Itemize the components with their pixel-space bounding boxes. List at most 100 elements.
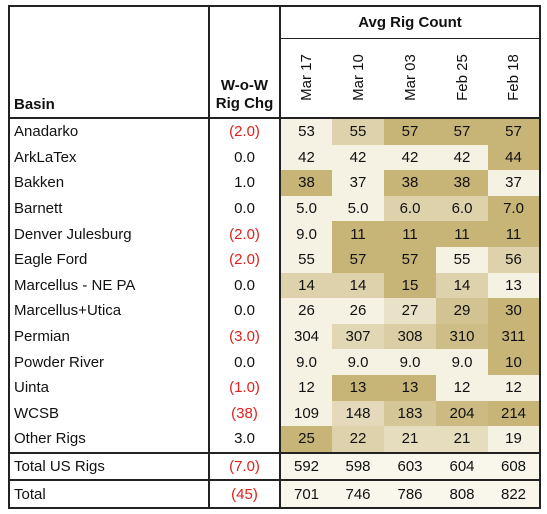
rig-change-value: (1.0) [209,374,281,401]
rig-count-cell: 27 [384,298,436,324]
rig-count-cell: 598 [332,451,384,481]
rig-count-cell: 9.0 [280,349,332,375]
change-header-line1: W-o-W [220,77,269,94]
rig-change-value: 0.0 [209,195,281,222]
rig-change-value: (38) [209,400,281,427]
rig-count-cell: 11 [384,221,436,247]
rig-count-cell: 26 [332,298,384,324]
table-row: Other Rigs 3.0 25 22 21 21 19 [8,426,541,453]
table-row: Powder River 0.0 9.0 9.0 9.0 9.0 10 [8,349,541,375]
rig-count-cell: 592 [280,451,332,481]
basin-header: Basin [8,5,210,118]
rig-count-cell: 56 [488,246,541,273]
rig-change-value: 0.0 [209,144,281,171]
rig-count-cell: 42 [280,144,332,171]
table-row: ArkLaTex 0.0 42 42 42 42 44 [8,144,541,171]
rig-count-cell: 11 [332,221,384,247]
rig-count-cell: 608 [488,451,541,481]
rig-count-cell: 38 [280,170,332,196]
rig-count-cell: 42 [436,144,488,171]
rig-count-cell: 37 [332,170,384,196]
rig-count-cell: 746 [332,479,384,509]
basin-name: ArkLaTex [8,144,210,171]
basin-name: Total [8,479,210,509]
table-row: Uinta (1.0) 12 13 13 12 12 [8,374,541,401]
rig-count-cell: 12 [436,374,488,401]
rig-count-cell: 9.0 [332,349,384,375]
basin-name: Total US Rigs [8,451,210,481]
date-header: Feb 18 [488,37,541,118]
rig-count-cell: 304 [280,323,332,350]
rig-count-cell: 12 [488,374,541,401]
date-header: Mar 17 [280,37,332,118]
rig-count-cell: 25 [280,426,332,453]
rig-count-cell: 9.0 [384,349,436,375]
rig-change-value: (3.0) [209,323,281,350]
basin-name: Denver Julesburg [8,221,210,247]
rig-count-cell: 311 [488,323,541,350]
rig-change-value: (2.0) [209,221,281,247]
table-row: WCSB (38) 109 148 183 204 214 [8,400,541,427]
rig-count-cell: 10 [488,349,541,375]
basin-name: Uinta [8,374,210,401]
table-row: Anadarko (2.0) 53 55 57 57 57 [8,117,541,145]
rig-count-cell: 29 [436,298,488,324]
basin-name: Other Rigs [8,426,210,453]
rig-change-value: (2.0) [209,117,281,145]
rig-change-value: 0.0 [209,298,281,324]
date-header: Mar 03 [384,37,436,118]
rig-count-cell: 11 [488,221,541,247]
rig-count-cell: 53 [280,117,332,145]
rig-count-cell: 21 [436,426,488,453]
rig-count-cell: 6.0 [384,195,436,222]
rig-change-value: (7.0) [209,451,281,481]
rig-count-cell: 308 [384,323,436,350]
rig-count-cell: 13 [488,272,541,299]
rig-count-cell: 55 [332,117,384,145]
basin-name: Powder River [8,349,210,375]
rig-count-cell: 26 [280,298,332,324]
rig-count-cell: 55 [280,246,332,273]
rig-count-cell: 808 [436,479,488,509]
rig-count-cell: 822 [488,479,541,509]
rig-count-cell: 55 [436,246,488,273]
rig-count-cell: 44 [488,144,541,171]
basin-name: Permian [8,323,210,350]
rig-change-value: (2.0) [209,246,281,273]
rig-count-cell: 5.0 [280,195,332,222]
table-row: Barnett 0.0 5.0 5.0 6.0 6.0 7.0 [8,195,541,222]
rig-count-cell: 604 [436,451,488,481]
rig-count-cell: 183 [384,400,436,427]
rig-count-cell: 204 [436,400,488,427]
rig-change-value: (45) [209,479,281,509]
rig-count-cell: 57 [488,117,541,145]
rig-change-value: 1.0 [209,170,281,196]
avg-rig-count-header: Avg Rig Count [280,4,541,39]
rig-count-cell: 310 [436,323,488,350]
total-row: Total (45) 701 746 786 808 822 [8,479,541,509]
rig-count-cell: 14 [280,272,332,299]
table-row: Bakken 1.0 38 37 38 38 37 [8,170,541,196]
table-row: Denver Julesburg (2.0) 9.0 11 11 11 11 [8,221,541,247]
rig-count-cell: 9.0 [436,349,488,375]
date-header: Mar 10 [332,37,384,118]
change-header: W-o-W Rig Chg [209,5,281,118]
rig-count-cell: 38 [384,170,436,196]
rig-count-cell: 701 [280,479,332,509]
basin-name: Eagle Ford [8,246,210,273]
rig-count-cell: 9.0 [280,221,332,247]
rig-count-cell: 57 [384,117,436,145]
rig-count-cell: 214 [488,400,541,427]
table-row: Permian (3.0) 304 307 308 310 311 [8,323,541,350]
rig-count-cell: 307 [332,323,384,350]
rig-count-cell: 19 [488,426,541,453]
basin-name: Marcellus+Utica [8,298,210,324]
basin-name: Bakken [8,170,210,196]
rig-count-cell: 42 [332,144,384,171]
rig-count-cell: 57 [436,117,488,145]
rig-count-table: Basin W-o-W Rig Chg Avg Rig Count Mar 17… [8,4,541,509]
basin-name: Anadarko [8,117,210,145]
rig-change-value: 0.0 [209,272,281,299]
rig-count-cell: 15 [384,272,436,299]
basin-name: WCSB [8,400,210,427]
